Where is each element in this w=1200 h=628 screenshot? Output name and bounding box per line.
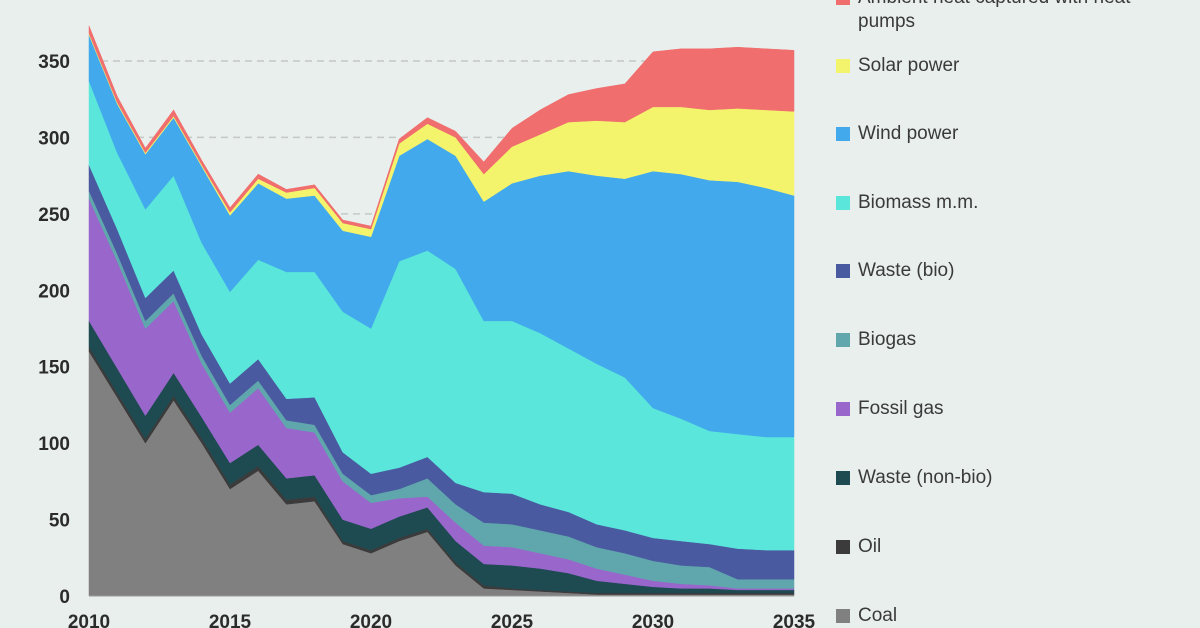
- chart-areas: [88, 25, 795, 597]
- x-tick-label: 2030: [632, 612, 674, 628]
- x-tick-label: 2035: [773, 612, 816, 628]
- legend-label: Oil: [858, 536, 882, 557]
- legend-item: Waste (bio): [836, 259, 1188, 283]
- legend-item: Biomass m.m.: [836, 191, 1188, 215]
- x-tick-label: 2015: [209, 612, 252, 628]
- legend-item: Waste (non-bio): [836, 466, 1188, 490]
- y-tick-label: 350: [38, 52, 70, 73]
- legend-label: Biomass m.m.: [858, 192, 979, 213]
- x-tick-label: 2010: [68, 612, 110, 628]
- area-ambient-heat-captured-with-heat-pumps: [88, 25, 795, 230]
- legend-swatch: [836, 0, 850, 5]
- y-tick-label: 300: [38, 128, 70, 149]
- legend-swatch: [836, 471, 850, 485]
- legend-item: Oil: [836, 535, 1188, 559]
- y-tick-label: 100: [38, 434, 70, 455]
- y-tick-label: 250: [38, 205, 70, 226]
- legend-item: Fossil gas: [836, 397, 1188, 421]
- legend-label: Waste (bio): [858, 260, 955, 281]
- y-tick-label: 50: [49, 511, 70, 532]
- y-tick-label: 150: [38, 358, 70, 379]
- legend-item: Solar power: [836, 54, 1188, 78]
- legend-swatch: [836, 264, 850, 278]
- legend-label: Biogas: [858, 329, 917, 350]
- legend-swatch: [836, 59, 850, 73]
- legend-label: Wind power: [858, 123, 959, 144]
- legend-swatch: [836, 127, 850, 141]
- stacked-area-chart: 0 50 100 150 200 250 300 350 2010 2015 2020 2025 203…: [38, 25, 816, 628]
- legend-label: Ambient heat captured with heat pumps: [858, 0, 1131, 32]
- legend-item: Wind power: [836, 122, 1188, 146]
- legend-swatch: [836, 333, 850, 347]
- legend-label: Solar power: [858, 55, 960, 76]
- legend-label: Fossil gas: [858, 398, 944, 419]
- legend-label: Coal: [858, 605, 898, 626]
- legend-swatch: [836, 609, 850, 623]
- y-tick-label: 200: [38, 281, 70, 302]
- y-tick-label: 0: [59, 587, 70, 608]
- legend-swatch: [836, 540, 850, 554]
- legend-swatch: [836, 402, 850, 416]
- legend-label: Waste (non-bio): [858, 467, 993, 488]
- legend-item: Coal: [836, 604, 1188, 628]
- legend-item: Biogas: [836, 328, 1188, 352]
- legend-item: Ambient heat captured with heat pumps: [836, 0, 1188, 34]
- axes: 0 50 100 150 200 250 300 350 2010 2015 2020 2025 203…: [38, 52, 815, 628]
- x-tick-label: 2020: [350, 612, 392, 628]
- x-tick-label: 2025: [491, 612, 534, 628]
- legend-swatch: [836, 196, 850, 210]
